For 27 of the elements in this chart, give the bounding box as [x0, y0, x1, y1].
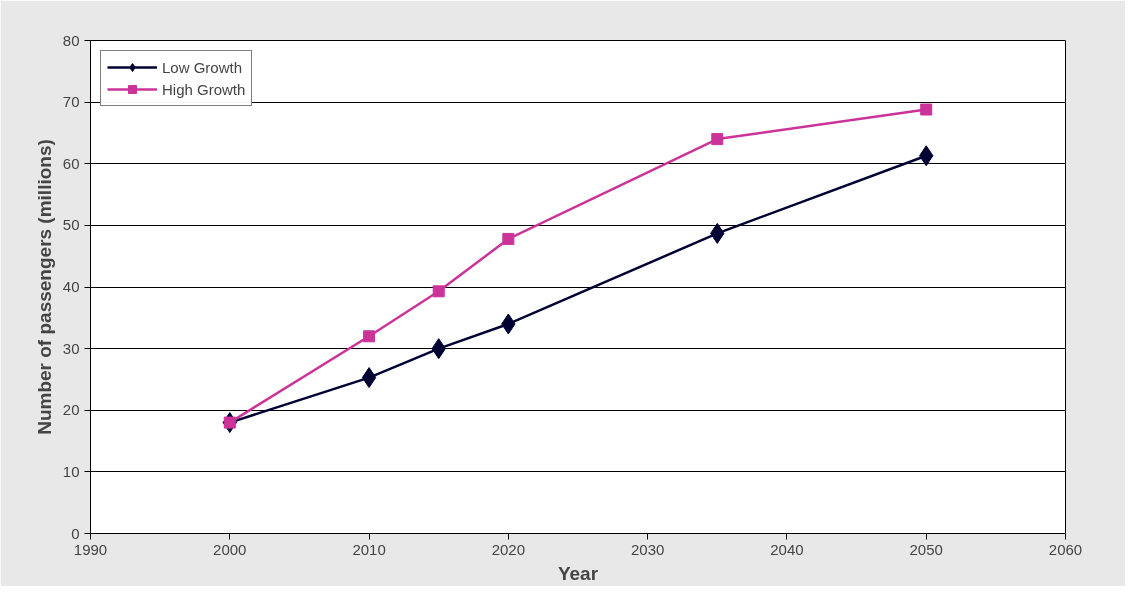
x-tick-label: 2000 [213, 540, 247, 558]
y-tick-label: 10 [62, 462, 80, 480]
x-axis-title: Year [557, 562, 599, 584]
x-tick-label: 2040 [770, 540, 804, 558]
y-tick-label: 40 [62, 278, 80, 295]
legend-label: High Growth [162, 80, 246, 98]
y-tick-label: 30 [62, 339, 80, 357]
legend-label: Low Growth [162, 58, 243, 76]
point [920, 103, 933, 116]
point [711, 133, 724, 146]
y-tick-label: 50 [62, 216, 80, 234]
x-tick-label: 1990 [73, 540, 108, 558]
y-tick-label: 80 [62, 31, 80, 49]
y-axis-title: Number of passengers (millions) [33, 139, 55, 435]
y-tick-label: 0 [71, 524, 80, 542]
point [363, 330, 376, 343]
point [432, 285, 445, 298]
point [361, 367, 377, 389]
x-tick-label: 2050 [909, 540, 943, 558]
y-tick-label: 70 [62, 93, 80, 111]
x-tick-label: 2060 [1048, 540, 1083, 558]
point [502, 232, 515, 245]
x-tick-label: 2010 [352, 540, 386, 558]
x-tick-label: 2030 [630, 540, 665, 558]
x-tick-label: 2020 [491, 540, 526, 558]
y-tick-label: 60 [62, 154, 80, 172]
y-tick-label: 20 [62, 401, 80, 419]
